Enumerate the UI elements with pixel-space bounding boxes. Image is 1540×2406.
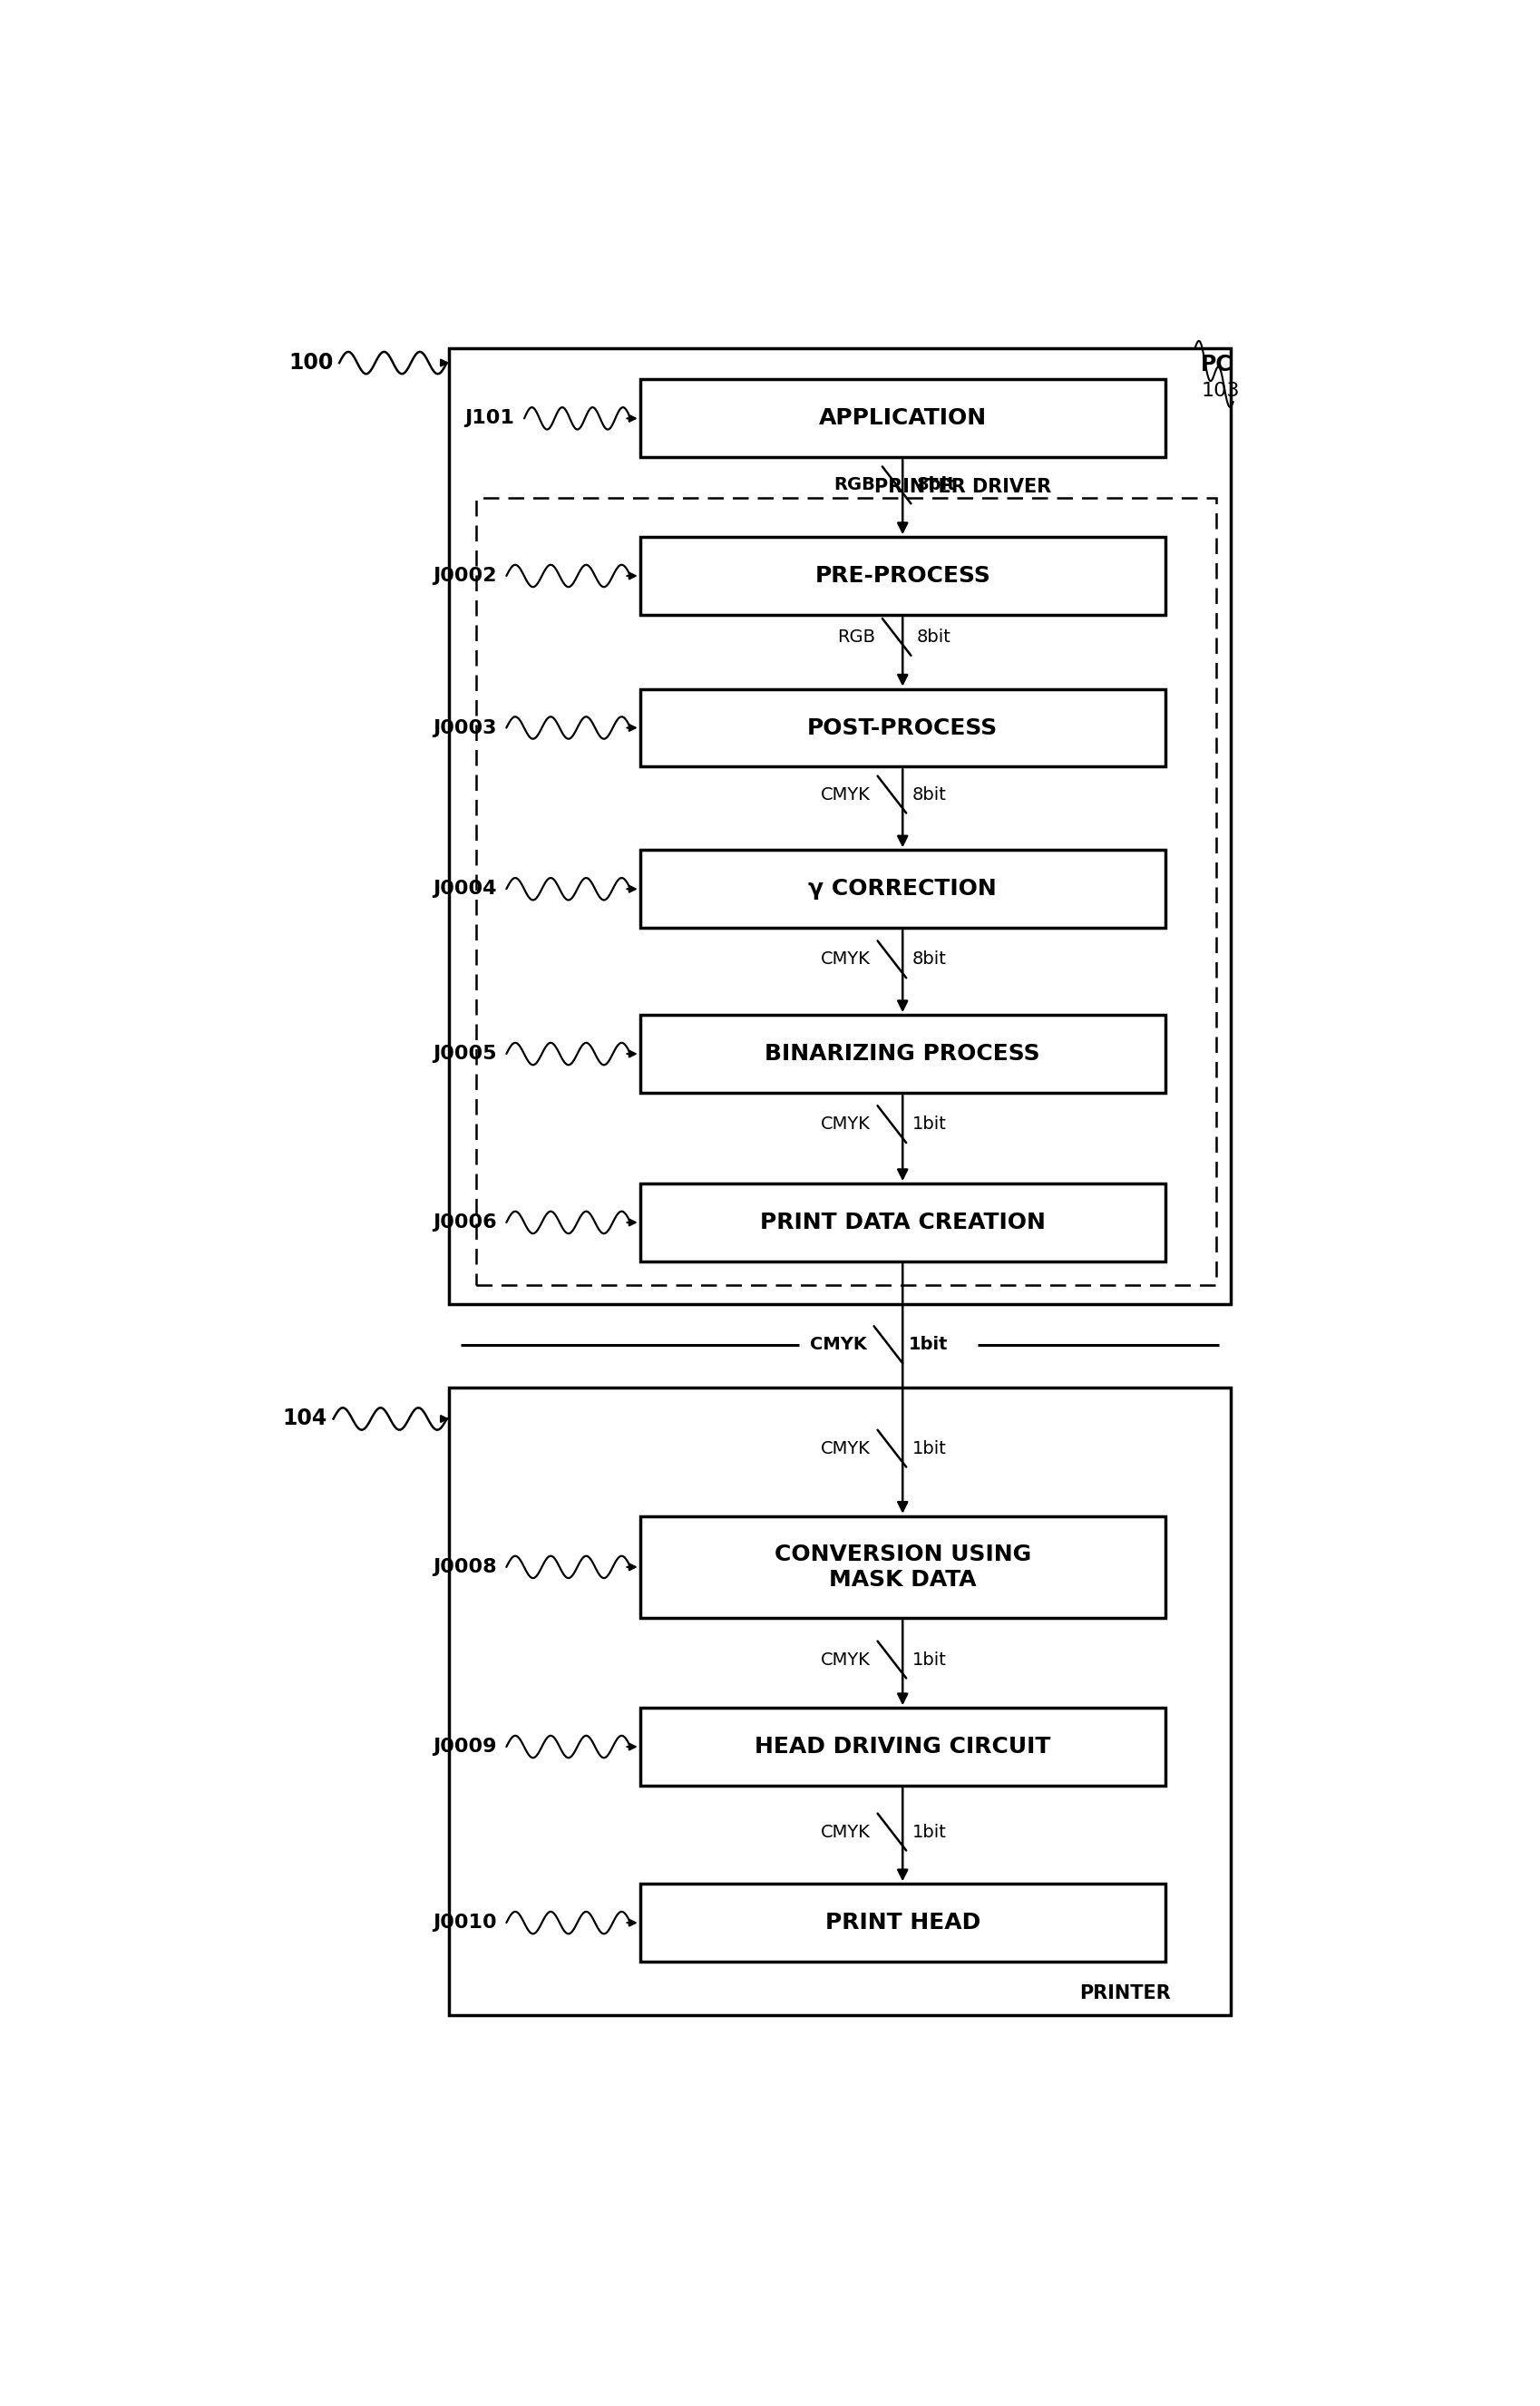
Text: 1bit: 1bit: [909, 1335, 949, 1352]
Text: PRINT HEAD: PRINT HEAD: [825, 1913, 981, 1934]
Text: POST-PROCESS: POST-PROCESS: [807, 717, 998, 739]
Bar: [641, 1015, 1166, 1092]
Text: RGB: RGB: [838, 628, 875, 645]
Text: APPLICATION: APPLICATION: [819, 407, 987, 428]
Text: PC: PC: [1201, 354, 1232, 375]
Text: PRINT DATA CREATION: PRINT DATA CREATION: [759, 1213, 1046, 1234]
Text: 8bit: 8bit: [916, 476, 956, 493]
Bar: [641, 1184, 1166, 1261]
Text: J0002: J0002: [433, 568, 497, 585]
Text: HEAD DRIVING CIRCUIT: HEAD DRIVING CIRCUIT: [755, 1735, 1050, 1759]
Text: J0006: J0006: [433, 1213, 497, 1232]
Text: 103: 103: [1201, 380, 1240, 399]
Text: J0004: J0004: [433, 881, 497, 897]
Text: CMYK: CMYK: [821, 1651, 870, 1667]
Text: PRE-PROCESS: PRE-PROCESS: [815, 565, 990, 587]
Bar: [641, 688, 1166, 768]
Text: CMYK: CMYK: [821, 1116, 870, 1133]
Text: CMYK: CMYK: [810, 1335, 867, 1352]
Bar: [450, 1388, 1230, 2016]
Text: PRINTER DRIVER: PRINTER DRIVER: [875, 479, 1052, 496]
Text: 8bit: 8bit: [912, 950, 947, 967]
Text: 8bit: 8bit: [912, 787, 947, 804]
Text: CMYK: CMYK: [821, 950, 870, 967]
Bar: [641, 849, 1166, 929]
Text: 8bit: 8bit: [916, 628, 952, 645]
Text: CMYK: CMYK: [821, 1439, 870, 1458]
Bar: [641, 1516, 1166, 1617]
Bar: [641, 537, 1166, 616]
Bar: [476, 498, 1217, 1285]
Text: CMYK: CMYK: [821, 787, 870, 804]
Text: J0009: J0009: [433, 1737, 497, 1756]
Text: J0010: J0010: [433, 1913, 497, 1932]
Text: 1bit: 1bit: [912, 1439, 947, 1458]
Bar: [641, 1708, 1166, 1785]
Text: 104: 104: [283, 1408, 328, 1429]
Text: CMYK: CMYK: [821, 1824, 870, 1841]
Text: BINARIZING PROCESS: BINARIZING PROCESS: [765, 1042, 1041, 1066]
Text: 1bit: 1bit: [912, 1824, 947, 1841]
Bar: [641, 1884, 1166, 1961]
Bar: [450, 349, 1230, 1304]
Bar: [641, 380, 1166, 457]
Text: 1bit: 1bit: [912, 1651, 947, 1667]
Text: J0003: J0003: [433, 719, 497, 736]
Text: CONVERSION USING
MASK DATA: CONVERSION USING MASK DATA: [775, 1545, 1032, 1590]
Text: J101: J101: [465, 409, 514, 428]
Text: J0005: J0005: [433, 1044, 497, 1063]
Text: 1bit: 1bit: [912, 1116, 947, 1133]
Text: γ CORRECTION: γ CORRECTION: [808, 878, 996, 900]
Text: 100: 100: [288, 351, 333, 373]
Text: PRINTER: PRINTER: [1080, 1985, 1170, 2002]
Text: RGB: RGB: [833, 476, 875, 493]
Text: J0008: J0008: [433, 1559, 497, 1576]
